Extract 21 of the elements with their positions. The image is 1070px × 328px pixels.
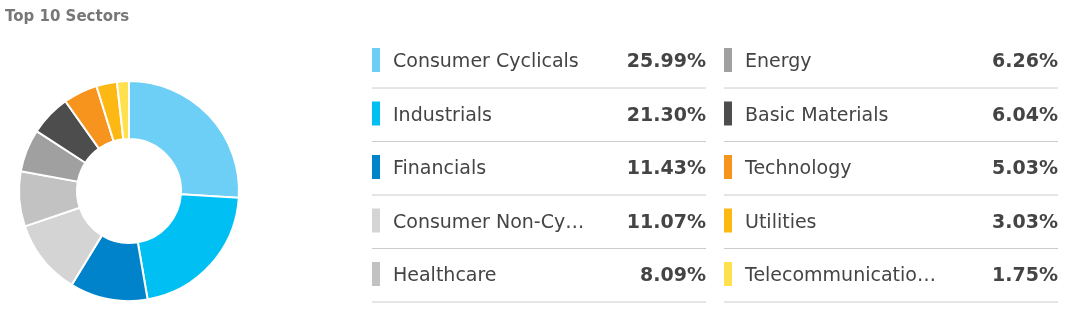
data-label: 11.43% xyxy=(626,156,706,178)
legend-label: Technology xyxy=(744,156,852,178)
data-label: 11.07% xyxy=(626,209,706,232)
legend-label: Consumer Cyclicals xyxy=(393,49,579,71)
data-label: 5.03% xyxy=(992,156,1058,178)
legend-label: Telecommunicatio… xyxy=(744,263,936,285)
legend-label: Healthcare xyxy=(393,263,497,285)
data-label: 6.04% xyxy=(992,102,1058,125)
data-label: 25.99% xyxy=(626,49,706,71)
legend-label: Financials xyxy=(393,156,487,178)
legend-label: Industrials xyxy=(393,102,493,125)
data-label: 3.03% xyxy=(992,209,1058,232)
legend-label: Utilities xyxy=(745,209,817,232)
data-label: 6.26% xyxy=(992,49,1058,71)
data-label: 1.75% xyxy=(992,263,1058,285)
legend-label: Energy xyxy=(745,49,812,71)
legend-label: Consumer Non-Cy… xyxy=(393,209,585,232)
data-label: 21.30% xyxy=(626,102,706,125)
chart-title: Top 10 Sectors xyxy=(5,7,130,25)
legend-label: Basic Materials xyxy=(745,102,889,125)
data-label: 8.09% xyxy=(640,263,706,285)
